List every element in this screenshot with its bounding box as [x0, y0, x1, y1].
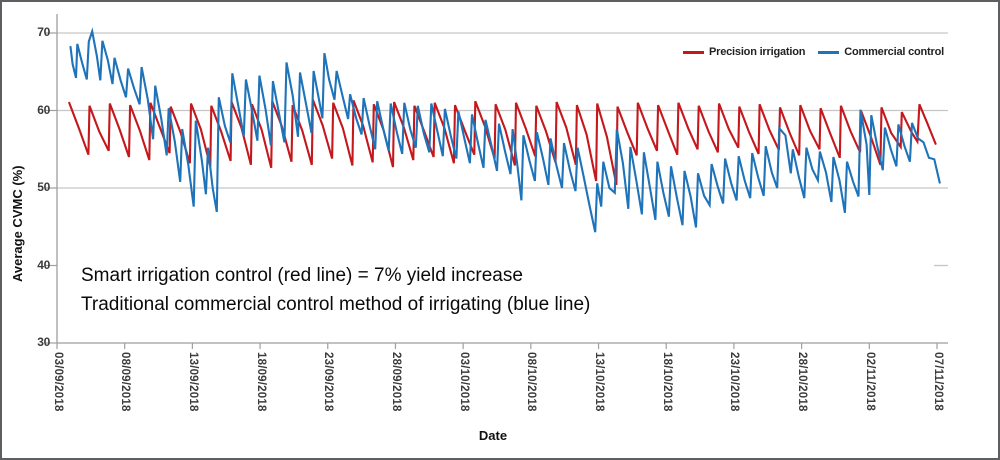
- y-tick-label-30: 30: [37, 335, 50, 349]
- x-tick-label-08/09/2018: 08/09/2018: [119, 352, 132, 412]
- legend-label-commercial-control: Commercial control: [844, 46, 944, 58]
- x-tick-label-08/10/2018: 08/10/2018: [525, 352, 538, 412]
- series-line-commercial-control: [69, 27, 941, 233]
- x-tick-label-07/11/2018: 07/11/2018: [931, 352, 944, 411]
- x-tick-label-18/10/2018: 18/10/2018: [660, 352, 673, 412]
- x-tick-label-23/09/2018: 23/09/2018: [322, 352, 335, 412]
- y-tick-label-70: 70: [37, 25, 50, 39]
- legend-label-precision-irrigation: Precision irrigation: [709, 46, 806, 58]
- legend-swatch-precision-irrigation-line: [683, 50, 704, 54]
- series-lines: [68, 27, 941, 233]
- y-tick-label-60: 60: [37, 102, 50, 117]
- x-tick-label-13/10/2018: 13/10/2018: [593, 352, 606, 412]
- y-tick-label-50: 50: [37, 180, 50, 194]
- annotation-line-2: Traditional commercial control method of…: [81, 294, 591, 315]
- y-tick-label-40: 40: [37, 257, 50, 272]
- y-axis-title: Average CVMC (%): [10, 165, 25, 282]
- axes: [45, 14, 948, 349]
- x-axis-title: Date: [478, 428, 508, 443]
- x-tick-label-03/10/2018: 03/10/2018: [457, 352, 470, 412]
- legend: Precision irrigation Commercial control: [683, 45, 944, 59]
- x-tick-label-18/09/2018: 18/09/2018: [254, 352, 267, 412]
- x-tick-label-28/09/2018: 28/09/2018: [389, 352, 402, 412]
- legend-swatch-commercial-control-line: [818, 50, 840, 54]
- x-tick-label-28/10/2018: 28/10/2018: [796, 352, 809, 412]
- x-tick-label-13/09/2018: 13/09/2018: [186, 352, 199, 412]
- series-line-precision-irrigation: [68, 99, 937, 186]
- x-tick-label-23/10/2018: 23/10/2018: [728, 352, 741, 412]
- annotation-text: Smart irrigation control (red line) = 7%…: [81, 261, 590, 319]
- x-tick-label-03/09/2018: 03/09/2018: [51, 352, 64, 412]
- annotation-line-1: Smart irrigation control (red line) = 7%…: [81, 265, 523, 286]
- x-tick-label-02/11/2018: 02/11/2018: [863, 352, 876, 411]
